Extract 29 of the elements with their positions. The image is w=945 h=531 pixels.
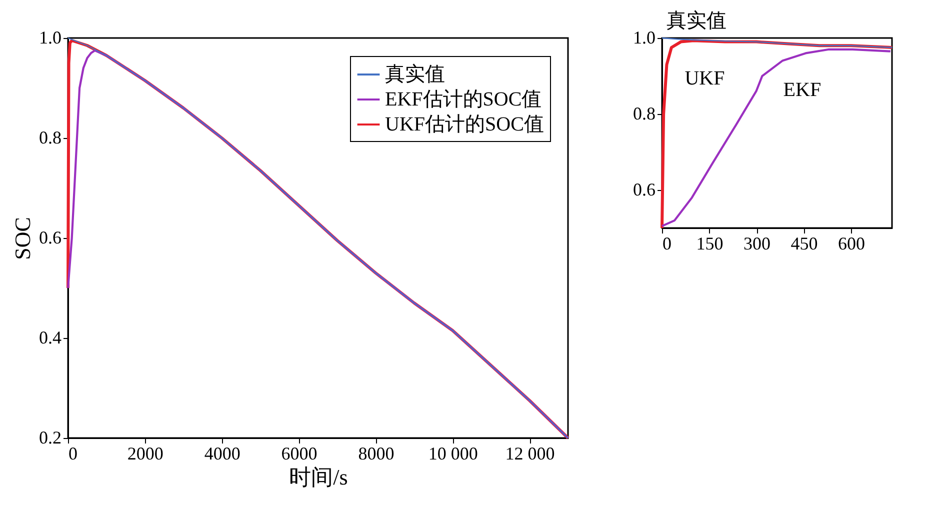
annotation: EKF [783,79,822,101]
y-tick-label: 1.0 [633,28,656,48]
y-tick-label: 0.6 [633,180,656,200]
x-tick-label: 300 [744,234,771,254]
y-tick-label: 0.8 [39,128,62,148]
y-tick-label: 1.0 [39,28,62,48]
y-axis-title: SOC [10,217,35,260]
line-series [661,37,893,48]
x-tick-label: 600 [838,234,866,254]
legend-label: UKF估计的SOC值 [385,114,544,136]
x-tick-label: 12 000 [505,444,555,464]
x-tick-label: 6000 [281,444,318,464]
x-tick-label: 450 [790,234,818,254]
legend-label: 真实值 [385,64,445,86]
y-tick-label: 0.2 [39,428,62,448]
x-tick-label: 150 [696,234,724,254]
x-tick-label: 4000 [204,444,240,464]
x-tick-label: 8000 [358,444,394,464]
y-tick-label: 0.4 [39,328,62,348]
legend-label: EKF估计的SOC值 [385,88,542,110]
x-tick-label: 0 [68,444,78,464]
annotation: 真实值 [666,10,726,32]
x-tick-label: 10 000 [428,444,478,464]
y-tick-label: 0.6 [39,228,62,248]
x-tick-label: 2000 [127,444,164,464]
y-tick-label: 0.8 [633,104,656,124]
annotation: UKF [684,68,725,90]
x-axis-title: 时间/s [289,464,348,490]
x-tick-label: 0 [662,234,672,254]
